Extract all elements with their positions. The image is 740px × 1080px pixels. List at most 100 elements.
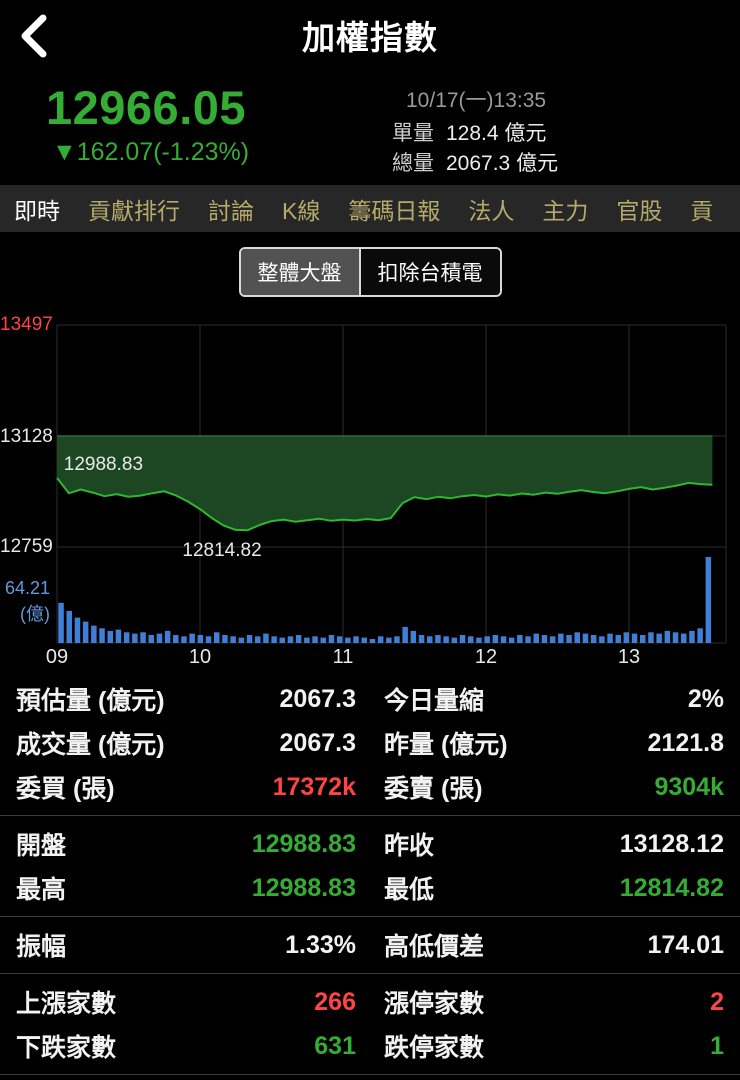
stat-row: 振幅 1.33% 高低價差 174.01 [0, 923, 740, 967]
stat-cell: 委賣 (張) 9304k [384, 769, 724, 805]
segment-ex-tsmc[interactable]: 扣除台積電 [358, 249, 500, 295]
stat-row: 下跌家數 631 跌停家數 1 [0, 1024, 740, 1068]
stat-label: 委賣 (張) [384, 775, 483, 803]
stat-label: 委買 (張) [16, 775, 115, 803]
y-axis-label-lower: 12759 [0, 536, 53, 557]
x-axis-label: 12 [474, 646, 498, 668]
stat-value: 174.01 [647, 930, 724, 959]
stat-cell: 跌停家數 1 [384, 1028, 724, 1064]
stat-label: 昨收 [384, 832, 435, 860]
stat-cell: 今日量縮 2% [384, 681, 724, 717]
stats-section: 預估量 (億元) 2067.3 今日量縮 2% 成交量 (億元) 2067.3 昨量 (億元… [0, 671, 740, 1075]
stat-cell: 成交量 (億元) 2067.3 [16, 725, 356, 761]
tab-item[interactable]: 法人 [468, 197, 515, 224]
x-axis-label: 13 [617, 646, 641, 668]
stat-group: 預估量 (億元) 2067.3 今日量縮 2% 成交量 (億元) 2067.3 昨量 (億元… [0, 671, 740, 816]
segment-overall-market[interactable]: 整體大盤 [240, 249, 359, 295]
quote-datetime: 10/17(一)13:35 [406, 89, 547, 112]
stat-label: 昨量 (億元) [384, 731, 508, 759]
stat-value: 2121.8 [647, 728, 724, 757]
tab-item[interactable]: 即時 [14, 197, 60, 224]
header: 加權指數 [0, 0, 740, 70]
stat-cell: 昨收 13128.12 [384, 826, 724, 862]
stat-cell: 振幅 1.33% [16, 927, 356, 963]
tab-item[interactable]: 官股 [616, 197, 663, 224]
index-price: 12966.05 [46, 81, 247, 134]
segmented-control: 整體大盤 扣除台積電 [238, 247, 502, 297]
stat-label: 預估量 (億元) [16, 687, 165, 715]
stat-value: 1 [710, 1031, 724, 1060]
stat-label: 下跌家數 [16, 1034, 117, 1062]
stat-value: 2 [710, 987, 724, 1016]
tab-item[interactable]: 貢獻排行 [88, 197, 180, 224]
stat-label: 漲停家數 [384, 990, 485, 1018]
stat-row: 開盤 12988.83 昨收 13128.12 [0, 822, 740, 866]
quote-price-block: 12966.05 ▼162.07(-1.23%) [46, 80, 249, 185]
stat-cell: 最高 12988.83 [16, 870, 356, 906]
back-button[interactable] [10, 12, 58, 60]
stat-label: 上漲家數 [16, 990, 117, 1018]
stat-value: 2067.3 [279, 684, 356, 713]
quote-meta-block: 10/17(一)13:35 單量 128.4 億元 總量 2067.3 億元 [392, 80, 724, 185]
stat-value: 631 [314, 1031, 356, 1060]
stat-cell: 漲停家數 2 [384, 984, 724, 1020]
volume-axis-unit: (億) [20, 604, 50, 624]
intraday-chart[interactable]: 12988.83 12814.82 13497 13128 12759 64.21… [0, 312, 740, 668]
stat-cell: 高低價差 174.01 [384, 927, 724, 963]
quote-section: 12966.05 ▼162.07(-1.23%) 10/17(一)13:35 單… [0, 70, 740, 185]
chart-annotation: 12814.82 [182, 540, 261, 561]
stat-label: 跌停家數 [384, 1034, 485, 1062]
tab-item[interactable]: 討論 [208, 197, 254, 224]
x-axis-label: 09 [45, 646, 69, 668]
chevron-left-icon [21, 14, 47, 58]
total-volume-row: 總量 2067.3 億元 [392, 149, 724, 179]
stat-value: 266 [314, 987, 356, 1016]
stat-cell: 預估量 (億元) 2067.3 [16, 681, 356, 717]
tab-item[interactable]: 主力 [542, 197, 589, 224]
volume-axis-label: 64.21 [4, 578, 50, 598]
stat-value: 9304k [654, 772, 724, 801]
stat-group: 上漲家數 266 漲停家數 2 下跌家數 631 跌停家數 1 [0, 974, 740, 1075]
chart-plot: 12988.83 12814.82 [56, 324, 727, 644]
stat-group: 振幅 1.33% 高低價差 174.01 [0, 917, 740, 974]
total-volume-value: 2067.3 億元 [446, 152, 559, 175]
stat-group: 開盤 12988.83 昨收 13128.12 最高 12988.83 最低 12814.82 [0, 816, 740, 917]
stat-value: 12988.83 [251, 873, 356, 902]
stat-value: 13128.12 [619, 829, 724, 858]
y-axis-label-limit-up: 13497 [0, 314, 53, 335]
tab-item[interactable]: 籌碼日報 [348, 197, 441, 224]
unit-volume-label: 單量 [392, 122, 434, 145]
x-axis-label: 11 [332, 646, 354, 668]
stat-cell: 昨量 (億元) 2121.8 [384, 725, 724, 761]
stat-label: 最低 [384, 876, 435, 904]
stat-value: 2067.3 [279, 728, 356, 757]
stat-row: 成交量 (億元) 2067.3 昨量 (億元) 2121.8 [0, 721, 740, 765]
stat-label: 高低價差 [384, 933, 485, 961]
chart-annotation: 12988.83 [64, 454, 143, 475]
stat-label: 開盤 [16, 832, 67, 860]
page-title: 加權指數 [302, 19, 438, 56]
stat-label: 振幅 [16, 933, 67, 961]
stat-value: 2% [687, 684, 724, 713]
stat-value: 12988.83 [251, 829, 356, 858]
tab-item[interactable]: 貢 [690, 197, 714, 224]
x-axis-label: 10 [188, 646, 212, 668]
segmented-control-wrap: 整體大盤 扣除台積電 [0, 232, 740, 312]
tab-bar: 即時 貢獻排行 討論 K線 籌碼日報 法人 主力 官股貢 [0, 185, 740, 232]
stat-cell: 上漲家數 266 [16, 984, 356, 1020]
stat-label: 今日量縮 [384, 687, 485, 715]
tab-item[interactable]: K線 [282, 197, 321, 224]
total-volume-label: 總量 [392, 152, 434, 175]
y-axis-label-prior-close: 13128 [0, 426, 53, 447]
stat-value: 12814.82 [619, 873, 724, 902]
stat-label: 成交量 (億元) [16, 731, 165, 759]
index-change: ▼162.07(-1.23%) [52, 138, 250, 166]
stat-cell: 下跌家數 631 [16, 1028, 356, 1064]
stat-cell: 委買 (張) 17372k [16, 769, 356, 805]
stat-row: 預估量 (億元) 2067.3 今日量縮 2% [0, 677, 740, 721]
unit-volume-row: 單量 128.4 億元 [392, 119, 724, 149]
unit-volume-value: 128.4 億元 [446, 122, 547, 145]
stat-row: 上漲家數 266 漲停家數 2 [0, 980, 740, 1024]
stat-value: 1.33% [285, 930, 356, 959]
